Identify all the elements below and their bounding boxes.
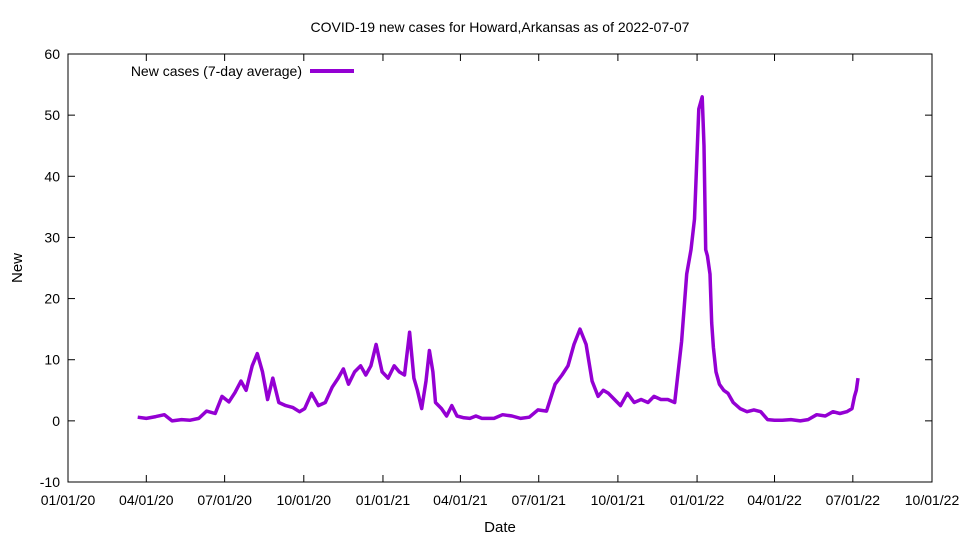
x-tick-label: 01/01/22 bbox=[670, 492, 725, 508]
x-tick-label: 04/01/20 bbox=[119, 492, 174, 508]
x-tick-label: 07/01/21 bbox=[511, 492, 566, 508]
y-axis: -10 0 10 20 30 40 50 60 bbox=[40, 46, 932, 490]
x-tick-label: 04/01/21 bbox=[433, 492, 488, 508]
y-tick-label: 60 bbox=[44, 46, 60, 62]
x-tick-label: 01/01/20 bbox=[41, 492, 96, 508]
x-tick-label: 10/01/20 bbox=[277, 492, 332, 508]
chart-title: COVID-19 new cases for Howard,Arkansas a… bbox=[311, 19, 690, 35]
series-line-new-cases bbox=[137, 95, 860, 423]
x-tick-label: 10/01/22 bbox=[905, 492, 960, 508]
x-tick-label: 07/01/22 bbox=[826, 492, 881, 508]
y-tick-label: 20 bbox=[44, 291, 60, 307]
y-axis-label: New bbox=[9, 253, 26, 283]
x-axis-label: Date bbox=[484, 519, 516, 536]
x-tick-label: 10/01/21 bbox=[591, 492, 646, 508]
y-tick-label: 40 bbox=[44, 168, 60, 184]
legend: New cases (7-day average) bbox=[131, 63, 354, 79]
x-axis: 01/01/20 04/01/20 07/01/20 10/01/20 01/01/21… bbox=[41, 54, 960, 508]
plot-frame bbox=[67, 53, 933, 483]
legend-label: New cases (7-day average) bbox=[131, 63, 302, 79]
y-tick-label: 10 bbox=[44, 352, 60, 368]
y-tick-label: 0 bbox=[52, 413, 60, 429]
y-tick-label: -10 bbox=[40, 474, 60, 490]
x-tick-label: 01/01/21 bbox=[356, 492, 411, 508]
y-tick-label: 50 bbox=[44, 107, 60, 123]
y-tick-label: 30 bbox=[44, 229, 60, 245]
x-tick-label: 07/01/20 bbox=[197, 492, 252, 508]
x-tick-label: 04/01/22 bbox=[747, 492, 802, 508]
